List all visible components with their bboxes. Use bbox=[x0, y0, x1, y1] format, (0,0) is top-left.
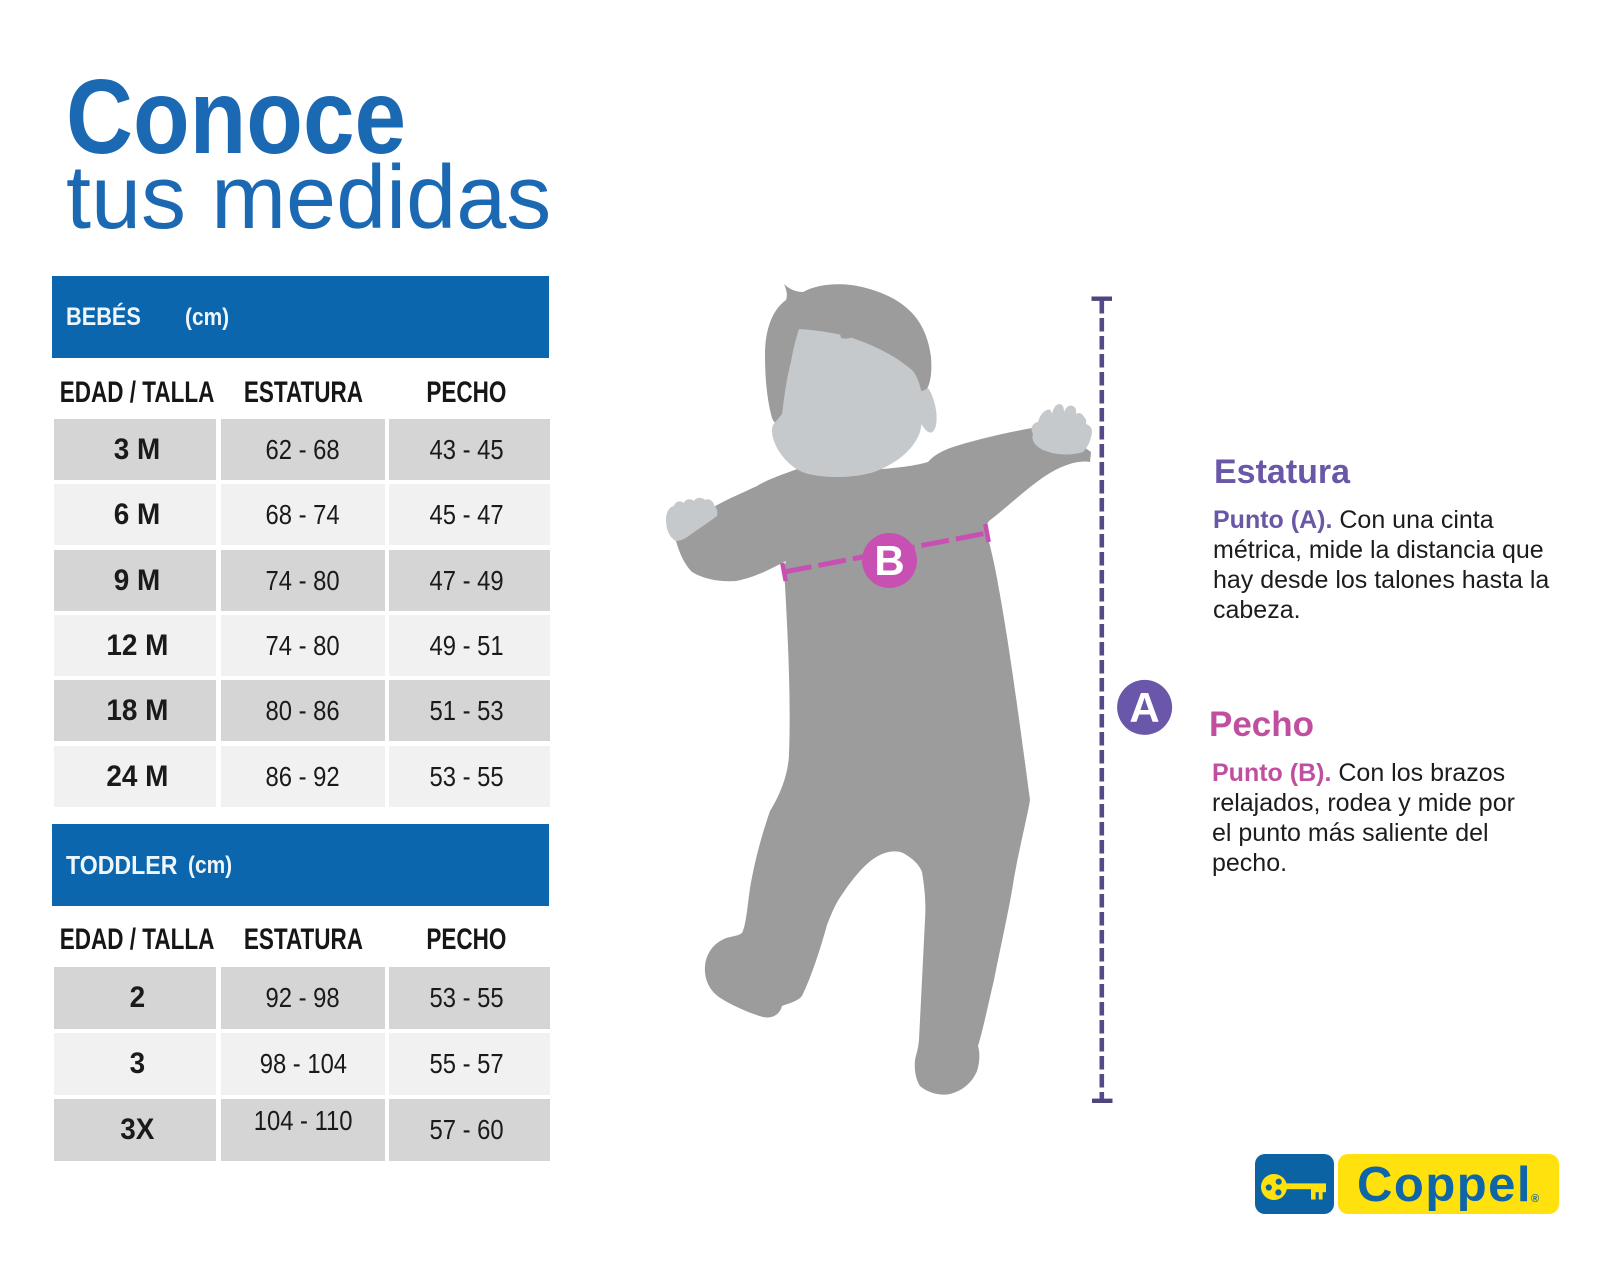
svg-text:A: A bbox=[1129, 684, 1159, 731]
svg-text:B: B bbox=[874, 537, 904, 584]
